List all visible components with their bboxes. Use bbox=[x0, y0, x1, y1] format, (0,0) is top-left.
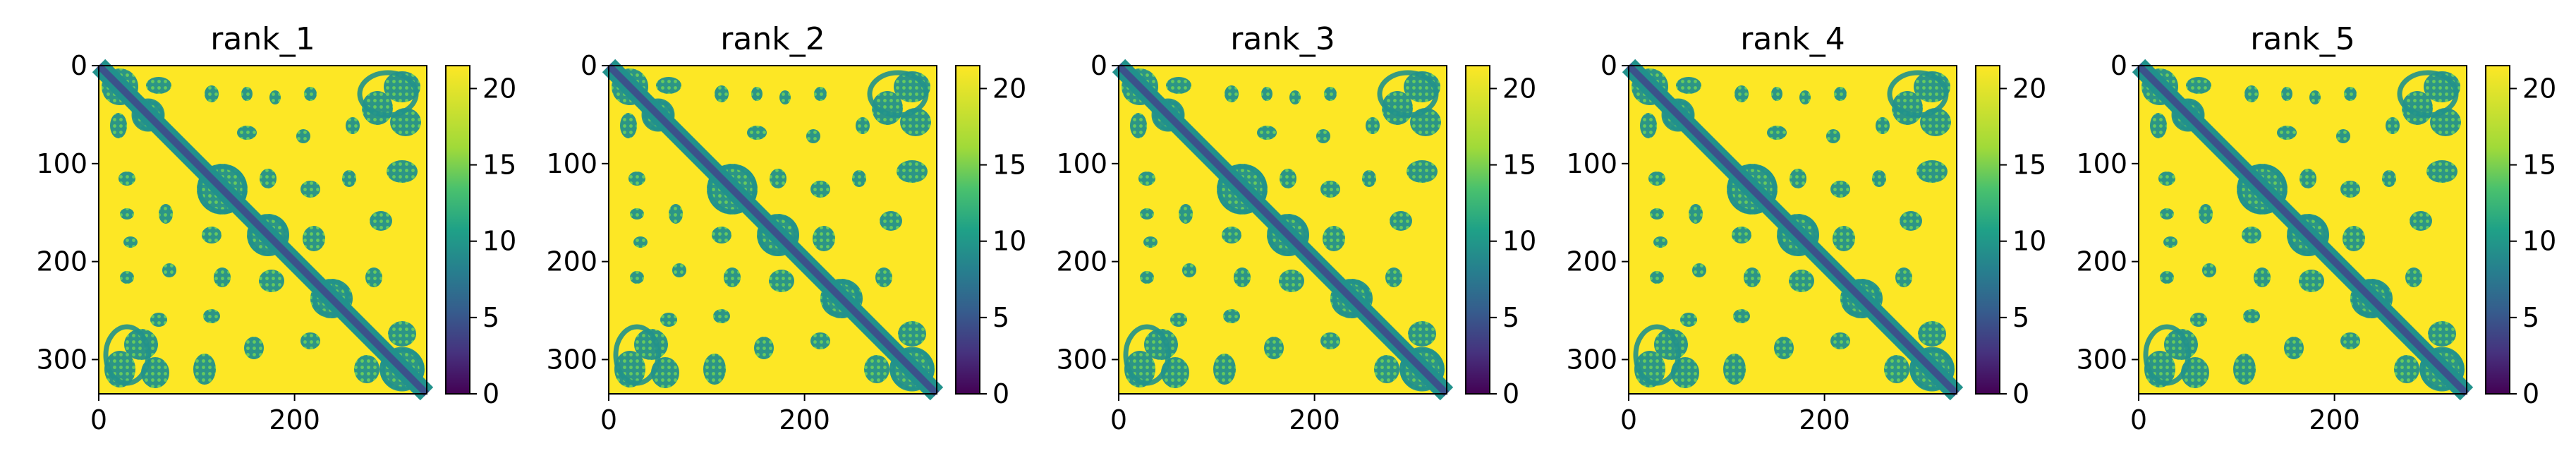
colorbar-tick-label: 15 bbox=[1502, 150, 1536, 181]
panel-title: rank_1 bbox=[210, 21, 315, 57]
y-tick-label: 300 bbox=[36, 344, 87, 375]
y-tick-label: 300 bbox=[1566, 344, 1617, 375]
x-tick-label: 0 bbox=[90, 404, 107, 435]
heatmap-image bbox=[99, 66, 427, 394]
panel-title: rank_4 bbox=[1740, 21, 1845, 57]
y-tick-label: 300 bbox=[546, 344, 597, 375]
colorbar-tick-label: 15 bbox=[482, 150, 516, 181]
colorbar-tick-label: 5 bbox=[992, 302, 1009, 333]
panel-title: rank_3 bbox=[1230, 21, 1335, 57]
plot-frame bbox=[1628, 65, 1957, 395]
x-tick-label: 200 bbox=[2309, 404, 2360, 435]
colorbar-tick-label: 20 bbox=[1502, 73, 1536, 104]
plot-frame bbox=[2138, 65, 2467, 395]
colorbar-tick-label: 5 bbox=[1502, 302, 1519, 333]
colorbar bbox=[1975, 65, 2000, 395]
x-tick-label: 0 bbox=[2130, 404, 2147, 435]
y-tick-label: 100 bbox=[2076, 148, 2127, 179]
colorbar-tick-label: 20 bbox=[2012, 73, 2046, 104]
y-tick-label: 100 bbox=[36, 148, 87, 179]
colorbar-tick-label: 10 bbox=[1502, 226, 1536, 257]
colorbar-tick-label: 20 bbox=[992, 73, 1026, 104]
colorbar-tick-label: 15 bbox=[2012, 150, 2046, 181]
x-tick-label: 200 bbox=[1289, 404, 1340, 435]
y-tick-label: 200 bbox=[546, 246, 597, 277]
y-tick-label: 0 bbox=[581, 50, 597, 81]
colorbar-tick-label: 5 bbox=[482, 302, 499, 333]
colorbar-tick-label: 5 bbox=[2012, 302, 2029, 333]
heatmap-image bbox=[1119, 66, 1447, 394]
colorbar-tick-label: 20 bbox=[482, 73, 516, 104]
plot-frame bbox=[1118, 65, 1447, 395]
x-tick-label: 200 bbox=[779, 404, 830, 435]
colorbar bbox=[955, 65, 980, 395]
colorbar-tick-label: 15 bbox=[2522, 150, 2556, 181]
y-tick-label: 200 bbox=[2076, 246, 2127, 277]
colorbar bbox=[445, 65, 470, 395]
colorbar bbox=[1465, 65, 1490, 395]
y-tick-label: 300 bbox=[1056, 344, 1107, 375]
y-tick-label: 0 bbox=[1600, 50, 1617, 81]
colorbar-tick-label: 0 bbox=[1502, 378, 1519, 409]
colorbar-tick-label: 15 bbox=[992, 150, 1026, 181]
x-tick-label: 200 bbox=[1799, 404, 1850, 435]
x-tick-label: 0 bbox=[1110, 404, 1127, 435]
x-tick-label: 200 bbox=[269, 404, 320, 435]
y-tick-label: 200 bbox=[1566, 246, 1617, 277]
y-tick-label: 100 bbox=[1566, 148, 1617, 179]
y-tick-label: 0 bbox=[1090, 50, 1107, 81]
colorbar-tick-label: 10 bbox=[2522, 226, 2556, 257]
colorbar-tick-label: 10 bbox=[482, 226, 516, 257]
x-tick-label: 0 bbox=[600, 404, 617, 435]
colorbar-tick-label: 10 bbox=[992, 226, 1026, 257]
y-tick-label: 0 bbox=[71, 50, 87, 81]
heatmap-image bbox=[609, 66, 937, 394]
colorbar-tick-label: 0 bbox=[2012, 378, 2029, 409]
y-tick-label: 300 bbox=[2076, 344, 2127, 375]
panel-title: rank_2 bbox=[720, 21, 825, 57]
colorbar-tick-label: 0 bbox=[482, 378, 499, 409]
panel-title: rank_5 bbox=[2250, 21, 2355, 57]
x-tick-label: 0 bbox=[1620, 404, 1637, 435]
colorbar-tick-label: 20 bbox=[2522, 73, 2556, 104]
y-tick-label: 100 bbox=[546, 148, 597, 179]
y-tick-label: 200 bbox=[1056, 246, 1107, 277]
plot-frame bbox=[98, 65, 427, 395]
y-tick-label: 100 bbox=[1056, 148, 1107, 179]
colorbar-tick-label: 10 bbox=[2012, 226, 2046, 257]
plot-frame bbox=[608, 65, 937, 395]
y-tick-label: 0 bbox=[2110, 50, 2127, 81]
colorbar-tick-label: 0 bbox=[992, 378, 1009, 409]
y-tick-label: 200 bbox=[36, 246, 87, 277]
colorbar bbox=[2485, 65, 2510, 395]
colorbar-tick-label: 5 bbox=[2522, 302, 2539, 333]
heatmap-image bbox=[1629, 66, 1957, 394]
heatmap-image bbox=[2139, 66, 2467, 394]
colorbar-tick-label: 0 bbox=[2522, 378, 2539, 409]
